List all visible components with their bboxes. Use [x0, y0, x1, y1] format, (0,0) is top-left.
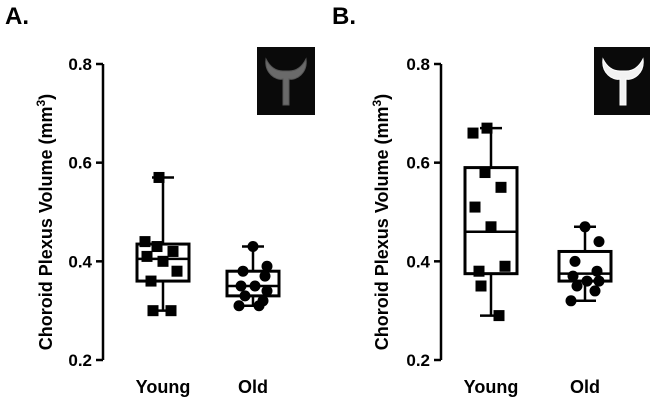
y-axis-title-text: Choroid Plexus Volume (mm	[36, 106, 56, 350]
data-point	[141, 250, 153, 262]
panel-b: B. 0.2 0.4 0.6 0.8 Choroid Plexus Volume (mm3…	[332, 3, 650, 397]
box-iqr	[225, 269, 281, 298]
data-point	[493, 310, 505, 322]
panel-a: A. 0.2 0.4 0.6 0.8 Choroid Plexus Volume (mm3…	[5, 3, 315, 397]
data-point	[261, 285, 273, 297]
data-point	[589, 285, 601, 297]
x-category-label: Old	[570, 377, 600, 397]
box-young	[463, 122, 519, 322]
data-point	[167, 245, 179, 257]
data-point	[571, 280, 583, 292]
y-axis-title-close: )	[36, 94, 56, 100]
data-point	[249, 280, 261, 292]
x-category-label: Young	[464, 377, 519, 397]
data-point	[165, 305, 177, 317]
data-point	[233, 300, 245, 312]
data-point	[157, 255, 169, 267]
choroid-plexus-mri-inset-icon	[594, 47, 650, 115]
data-point	[151, 241, 163, 253]
inset-plexus-shape	[265, 57, 307, 106]
box-iqr	[135, 242, 191, 283]
data-point	[473, 265, 485, 277]
y-tick-label: 0.8	[68, 55, 92, 74]
box-old	[557, 221, 613, 307]
box-young	[135, 171, 191, 317]
panel-label: B.	[332, 3, 356, 30]
x-category-label: Old	[238, 377, 268, 397]
y-axis-title-superscript: 3	[370, 99, 384, 106]
data-point	[579, 221, 591, 233]
y-axis-title-superscript: 3	[34, 99, 48, 106]
y-tick-label: 0.2	[406, 351, 430, 370]
box-iqr	[463, 166, 519, 276]
data-point	[581, 275, 593, 287]
data-point	[247, 241, 259, 253]
data-point	[593, 275, 605, 287]
data-point	[153, 171, 165, 183]
data-point	[261, 260, 273, 272]
data-point	[485, 221, 497, 233]
y-tick-label: 0.6	[406, 154, 430, 173]
box-old	[225, 241, 281, 312]
y-axis-title-text: Choroid Plexus Volume (mm	[372, 106, 392, 350]
y-tick-label: 0.2	[68, 351, 92, 370]
data-point	[591, 265, 603, 277]
data-point	[147, 305, 159, 317]
data-point	[495, 181, 507, 193]
data-point	[481, 122, 493, 134]
data-point	[239, 290, 251, 302]
data-point	[237, 265, 249, 277]
data-point	[565, 295, 577, 307]
y-axis-title: Choroid Plexus Volume (mm3)	[370, 94, 392, 350]
y-axis-title-close: )	[372, 94, 392, 100]
y-tick-label: 0.4	[68, 252, 92, 271]
data-point	[499, 260, 511, 272]
data-point	[569, 255, 581, 267]
data-point	[139, 236, 151, 248]
data-point	[475, 280, 487, 292]
y-tick-label: 0.8	[406, 55, 430, 74]
inset-plexus-shape	[602, 57, 644, 106]
data-point	[593, 236, 605, 248]
x-category-label: Young	[136, 377, 191, 397]
data-point	[567, 270, 579, 282]
data-point	[235, 280, 247, 292]
choroid-plexus-mri-inset-icon	[257, 47, 315, 115]
y-tick-label: 0.4	[406, 252, 430, 271]
data-point	[259, 270, 271, 282]
data-point	[253, 300, 265, 312]
y-tick-label: 0.6	[68, 154, 92, 173]
data-point	[145, 275, 157, 287]
data-point	[479, 167, 491, 179]
data-point	[469, 201, 481, 213]
panel-label: A.	[5, 3, 29, 30]
data-point	[171, 265, 183, 277]
data-point	[467, 127, 479, 139]
y-axis-title: Choroid Plexus Volume (mm3)	[34, 94, 56, 350]
